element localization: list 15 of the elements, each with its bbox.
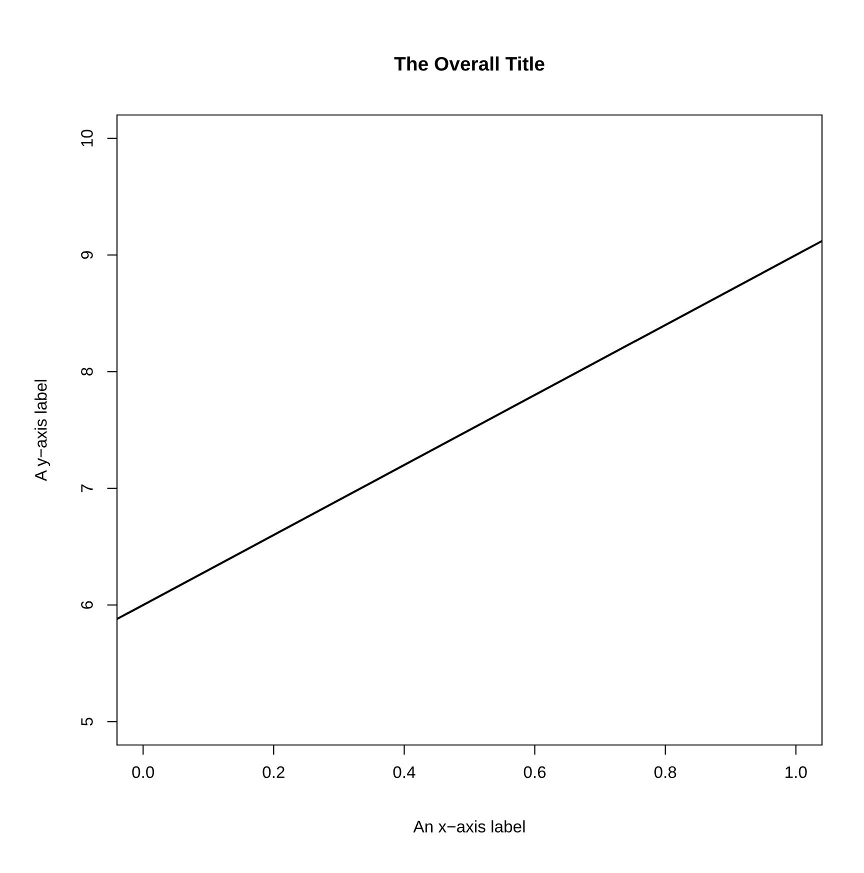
x-tick-label: 0.2 [262,766,284,778]
x-axis-title: An x−axis label [413,820,525,832]
x-tick-label: 0.6 [524,766,546,778]
x-tick-label: 0.8 [654,766,676,778]
y-tick-label: 8 [81,368,93,376]
x-tick-label: 0.0 [132,766,154,778]
y-tick-label: 6 [81,601,93,609]
y-tick-label: 7 [81,484,93,492]
chart-title: The Overall Title [394,56,544,71]
y-tick-label: 10 [81,130,93,146]
y-axis-title: A y−axis label [34,380,50,482]
x-tick-label: 0.4 [393,766,416,778]
y-tick-label: 5 [81,718,93,726]
y-tick-label: 9 [81,251,93,259]
x-tick-label: 1.0 [786,766,807,778]
